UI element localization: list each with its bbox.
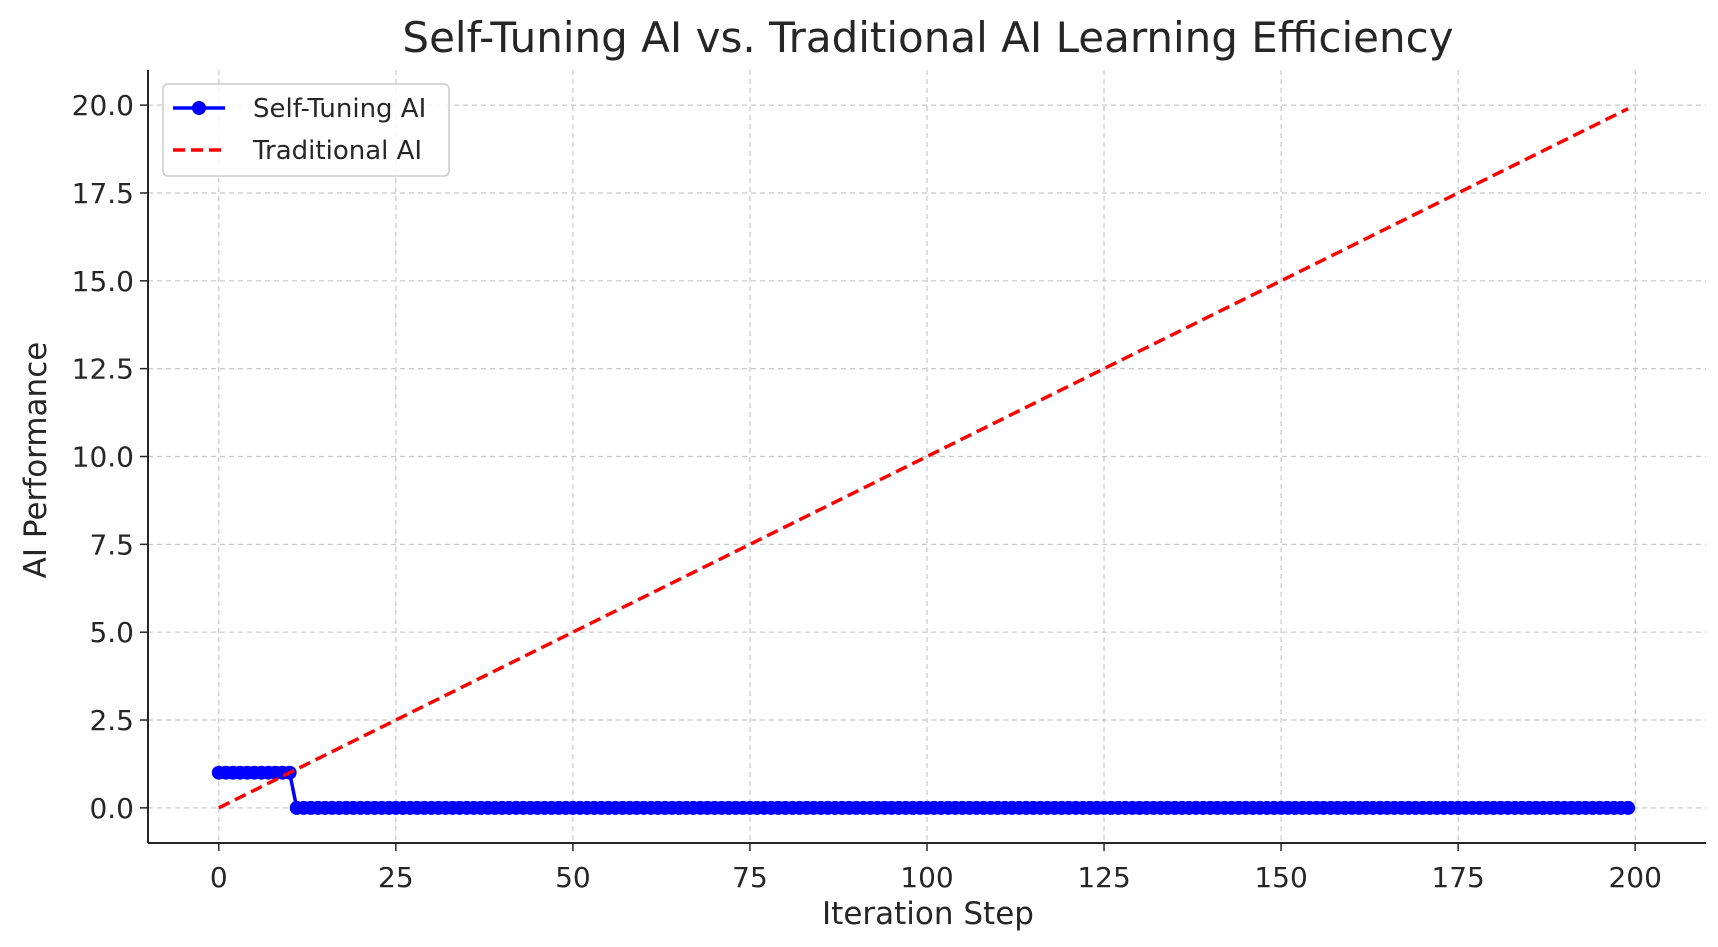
data-point [1621,800,1636,815]
x-axis-ticks: 0 25 50 75 100 125 150 175 200 [210,843,1662,894]
legend-label: Self-Tuning AI [253,94,426,124]
x-tick-label: 50 [555,861,591,894]
x-tick-label: 75 [732,861,768,894]
plot-area [211,107,1636,815]
y-tick-label: 20.0 [72,89,134,122]
x-tick-label: 175 [1431,861,1484,894]
legend-box [162,83,450,177]
legend-marker [192,101,206,115]
y-tick-label: 10.0 [72,441,134,474]
y-tick-label: 15.0 [72,265,134,298]
y-tick-label: 7.5 [89,528,134,561]
x-tick-label: 25 [378,861,414,894]
x-tick-label: 100 [900,861,953,894]
x-tick-label: 125 [1077,861,1130,894]
y-axis-ticks: 0.0 2.5 5.0 7.5 10.0 12.5 15.0 17.5 20.0 [72,89,148,825]
chart-title: Self-Tuning AI vs. Traditional AI Learni… [402,13,1453,62]
x-tick-label: 200 [1608,861,1661,894]
y-tick-label: 12.5 [72,353,134,386]
y-tick-label: 0.0 [89,792,134,825]
series-line-2 [218,107,1629,810]
y-tick-label: 2.5 [89,704,134,737]
x-tick-label: 150 [1254,861,1307,894]
x-axis-label: Iteration Step [822,896,1034,932]
y-tick-label: 17.5 [72,177,134,210]
y-axis-label: AI Performance [18,342,54,579]
x-tick-label: 0 [210,861,228,894]
legend: Self-Tuning AI Traditional AI [162,83,450,177]
y-tick-label: 5.0 [89,616,134,649]
legend-label: Traditional AI [252,136,422,166]
